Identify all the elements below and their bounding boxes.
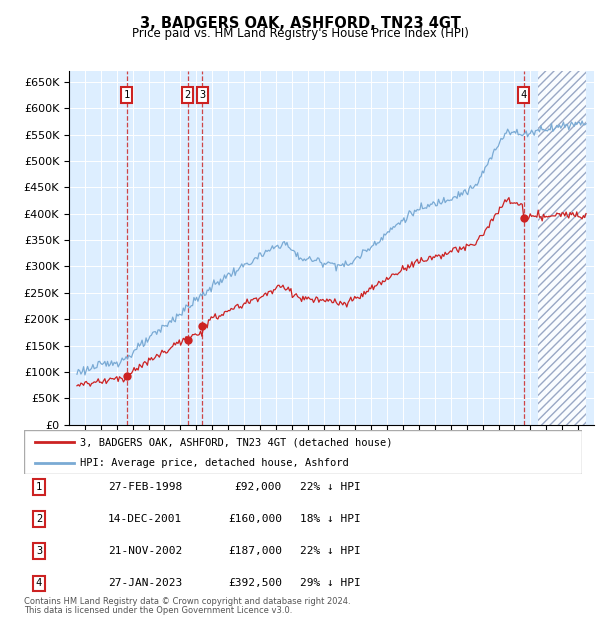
Text: 2: 2: [184, 90, 191, 100]
Text: 4: 4: [36, 578, 42, 588]
Text: Contains HM Land Registry data © Crown copyright and database right 2024.: Contains HM Land Registry data © Crown c…: [24, 597, 350, 606]
Text: 3, BADGERS OAK, ASHFORD, TN23 4GT: 3, BADGERS OAK, ASHFORD, TN23 4GT: [140, 16, 460, 30]
Text: £92,000: £92,000: [235, 482, 282, 492]
FancyBboxPatch shape: [24, 430, 582, 474]
Text: £187,000: £187,000: [228, 546, 282, 556]
Text: 4: 4: [520, 90, 527, 100]
Bar: [538, 55, 586, 425]
Text: 3: 3: [199, 90, 205, 100]
Text: 1: 1: [36, 482, 42, 492]
Text: 27-JAN-2023: 27-JAN-2023: [108, 578, 182, 588]
Text: Price paid vs. HM Land Registry's House Price Index (HPI): Price paid vs. HM Land Registry's House …: [131, 27, 469, 40]
Text: 29% ↓ HPI: 29% ↓ HPI: [300, 578, 361, 588]
Text: 22% ↓ HPI: 22% ↓ HPI: [300, 482, 361, 492]
Text: 3, BADGERS OAK, ASHFORD, TN23 4GT (detached house): 3, BADGERS OAK, ASHFORD, TN23 4GT (detac…: [80, 437, 392, 447]
Text: 2: 2: [36, 514, 42, 524]
Text: £160,000: £160,000: [228, 514, 282, 524]
Text: £392,500: £392,500: [228, 578, 282, 588]
Text: 21-NOV-2002: 21-NOV-2002: [108, 546, 182, 556]
Text: This data is licensed under the Open Government Licence v3.0.: This data is licensed under the Open Gov…: [24, 606, 292, 615]
Text: 3: 3: [36, 546, 42, 556]
Text: 18% ↓ HPI: 18% ↓ HPI: [300, 514, 361, 524]
Text: 1: 1: [124, 90, 130, 100]
Text: 14-DEC-2001: 14-DEC-2001: [108, 514, 182, 524]
Text: HPI: Average price, detached house, Ashford: HPI: Average price, detached house, Ashf…: [80, 458, 349, 467]
Text: 22% ↓ HPI: 22% ↓ HPI: [300, 546, 361, 556]
Text: 27-FEB-1998: 27-FEB-1998: [108, 482, 182, 492]
